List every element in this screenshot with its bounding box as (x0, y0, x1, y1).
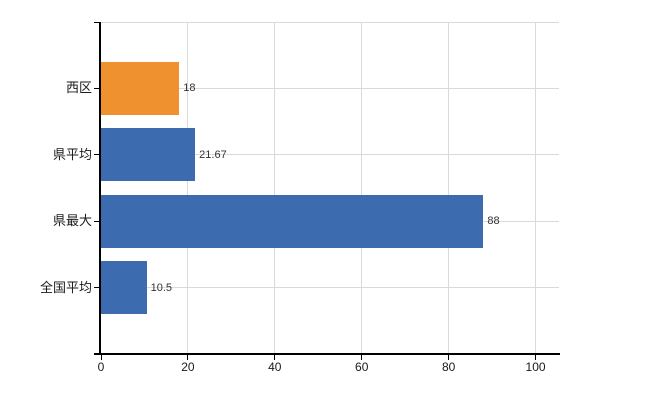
bar-value-label: 18 (183, 82, 196, 95)
x-axis-tick (100, 355, 102, 360)
y-category-label: 県最大 (52, 213, 92, 229)
vertical-gridline (187, 22, 189, 354)
vertical-gridline (361, 22, 363, 354)
vertical-gridline (448, 22, 450, 354)
horizontal-gridline (101, 87, 559, 89)
horizontal-gridline (101, 154, 559, 156)
y-axis-tick (94, 287, 101, 289)
x-axis-line (94, 353, 560, 355)
x-axis-tick (274, 355, 276, 360)
y-axis-tick (94, 220, 101, 222)
bar-4 (101, 261, 147, 315)
y-category-label: 県平均 (52, 146, 92, 162)
x-axis-tick (535, 355, 537, 360)
y-axis-top-tick (94, 22, 101, 23)
y-category-label: 全国平均 (39, 279, 92, 295)
x-axis-tick (448, 355, 450, 360)
x-tick-label: 80 (441, 360, 456, 374)
bar-value-label: 10.5 (150, 281, 173, 294)
x-axis-tick (187, 355, 189, 360)
bar-value-label: 88 (487, 215, 500, 228)
bar-2 (101, 128, 196, 182)
plot-top-border-gridline (101, 22, 559, 23)
vertical-gridline (535, 22, 537, 354)
bar-value-label: 21.67 (199, 148, 227, 161)
x-tick-label: 40 (268, 360, 282, 374)
horizontal-gridline (101, 287, 559, 289)
x-axis-tick (361, 355, 363, 360)
plot-area: 18 21.67 88 10.5 (101, 22, 559, 354)
x-tick-label: 100 (525, 360, 546, 374)
y-axis-tick (94, 87, 101, 89)
x-tick-label: 0 (97, 360, 105, 374)
x-tick-label: 60 (355, 360, 369, 374)
bar-1 (101, 61, 180, 115)
x-tick-label: 20 (181, 360, 195, 374)
vertical-gridline (274, 22, 276, 354)
y-category-label: 西区 (65, 80, 92, 96)
y-axis-tick (94, 154, 101, 156)
bar-3 (101, 194, 484, 248)
y-axis-line (99, 22, 101, 354)
